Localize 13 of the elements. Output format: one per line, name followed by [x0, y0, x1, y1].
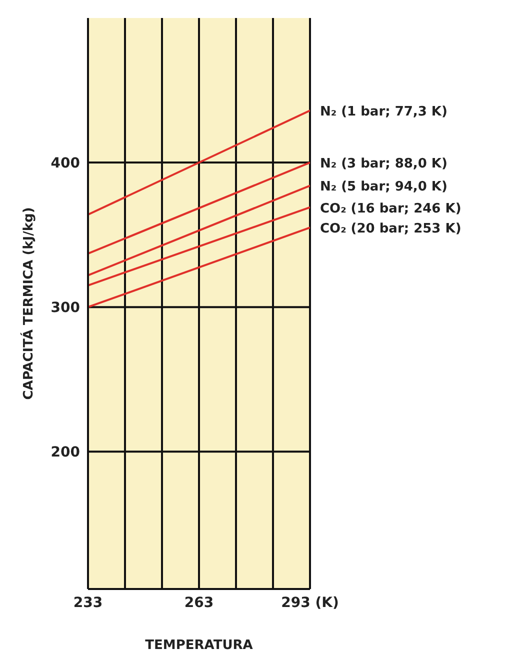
series-label: N₂ (1 bar; 77,3 K): [320, 104, 448, 120]
series-label: N₂ (5 bar; 94,0 K): [320, 180, 448, 195]
x-tick-label: 293 (K): [281, 594, 339, 611]
y-tick-label: 400: [50, 156, 80, 172]
x-tick-label: 233: [73, 594, 103, 611]
y-tick-label: 300: [50, 300, 80, 316]
x-axis-title: TEMPERATURA: [145, 638, 253, 653]
x-tick-label: 263: [184, 594, 214, 611]
series-label: CO₂ (16 bar; 246 K): [320, 201, 462, 216]
y-axis-title: CAPACITÁ TERMICA (kJ/kg): [20, 207, 37, 400]
y-tick-label: 200: [50, 444, 80, 461]
series-label: CO₂ (20 bar; 253 K): [320, 222, 462, 237]
series-label: N₂ (3 bar; 88,0 K): [320, 156, 448, 172]
